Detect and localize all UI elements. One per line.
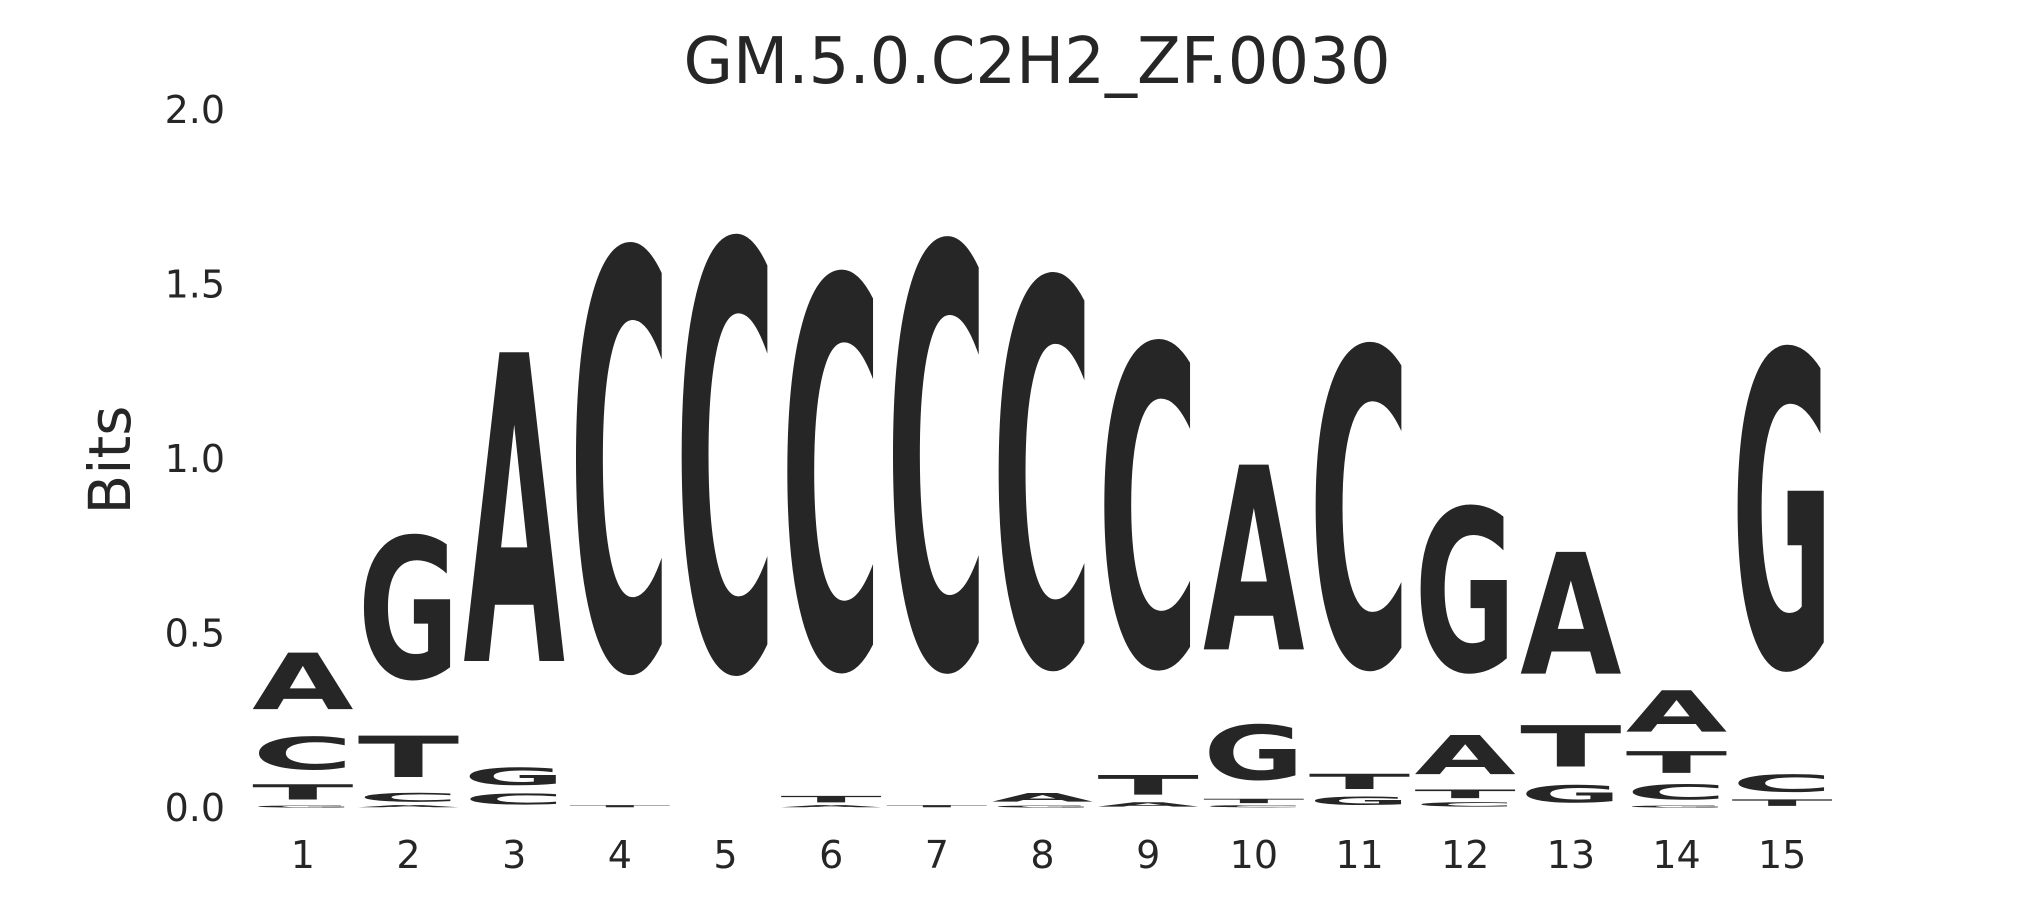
logo-letter-g: G [463,763,564,791]
logo-letter-t: T [1731,798,1833,808]
x-tick-label: 9 [1136,833,1160,877]
logo-letter-c: C [780,170,881,792]
logo-letter-g: G [1520,780,1621,808]
logo-letter-g: G [992,805,1093,808]
logo-letter-t: T [780,794,882,804]
logo-letter-a: A [463,268,565,761]
x-tick-label: 6 [819,833,843,877]
logo-letter-g: G [252,805,353,808]
x-tick-label: 14 [1652,833,1700,877]
logo-letter-c: C [675,127,776,807]
x-tick-label: 13 [1547,833,1595,877]
y-tick-label: 1.0 [165,437,225,481]
logo-letter-c: C [1414,801,1515,808]
logo-letter-g: G [1414,463,1515,724]
logo-letter-g: G [358,499,459,724]
logo-letter-a: A [358,805,460,808]
logo-letter-a: A [1203,414,1304,709]
logo-letter-t: T [1414,787,1515,801]
x-tick-label: 10 [1230,833,1278,877]
logo-letter-t: T [358,725,460,791]
logo-letter-c: C [1097,257,1198,768]
x-tick-label: 8 [1030,833,1054,877]
y-axis-label: Bits [76,406,144,515]
y-tick-label: 0.0 [165,786,225,830]
logo-letter-a: A [1097,801,1199,808]
x-tick-label: 5 [713,833,737,877]
logo-letter-g: G [1203,711,1304,798]
logo-letter-c: C [886,129,987,803]
logo-letter-c: C [1203,805,1304,808]
x-tick-label: 11 [1335,833,1383,877]
y-tick-label: 0.5 [165,612,225,656]
logo-letter-c: C [1626,780,1727,804]
logo-letter-t: T [1626,745,1727,780]
x-tick-label: 12 [1441,833,1489,877]
x-tick-label: 7 [925,833,949,877]
logo-letter-c: C [1731,770,1832,798]
chart-title: GM.5.0.C2H2_ZF.0030 [683,25,1390,99]
logo-letter-c: C [252,728,353,780]
logo-letter-c: C [1309,262,1410,769]
logo-letter-a: A [992,791,1093,805]
logo-letter-t: T [1520,714,1622,780]
x-axis-ticks: 1 2 3 4 5 6 7 8 9 10 11 12 13 14 15 [291,833,1807,877]
logo-letter-a: A [1414,724,1515,787]
y-axis-ticks: 0.0 0.5 1.0 1.5 2.0 [165,88,225,830]
x-tick-label: 3 [502,833,526,877]
logo-letter-g: G [1731,266,1832,769]
y-tick-label: 1.5 [165,263,225,307]
logo-letter-c: C [358,791,459,805]
x-tick-label: 4 [608,833,632,877]
y-tick-label: 2.0 [165,88,225,132]
x-tick-label: 15 [1758,833,1806,877]
logo-letter-a: A [1626,679,1727,745]
logo-letter-c: C [569,136,670,803]
logo-letter-a: A [780,805,882,808]
logo-letter-t: T [252,780,353,804]
logo-letter-t: T [1097,770,1199,801]
logo-letter-c: C [463,791,564,808]
logo-letter-t: T [1309,770,1410,794]
logo-letter-t: T [569,805,671,808]
logo-letter-g: G [1309,794,1410,808]
logo-letter-t: T [886,805,988,808]
logo-letter-t: T [1203,798,1305,805]
logo-letter-a: A [1520,520,1621,714]
x-tick-label: 2 [396,833,420,877]
logo-letter-c: C [992,175,1093,789]
logo-letter-a: A [252,638,353,728]
logo-letter-g: G [1626,805,1727,808]
x-tick-label: 1 [291,833,315,877]
